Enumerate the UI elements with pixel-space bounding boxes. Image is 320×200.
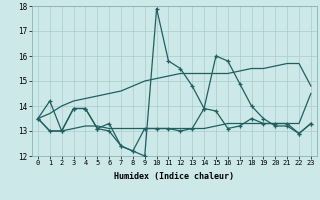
X-axis label: Humidex (Indice chaleur): Humidex (Indice chaleur) bbox=[115, 172, 234, 181]
